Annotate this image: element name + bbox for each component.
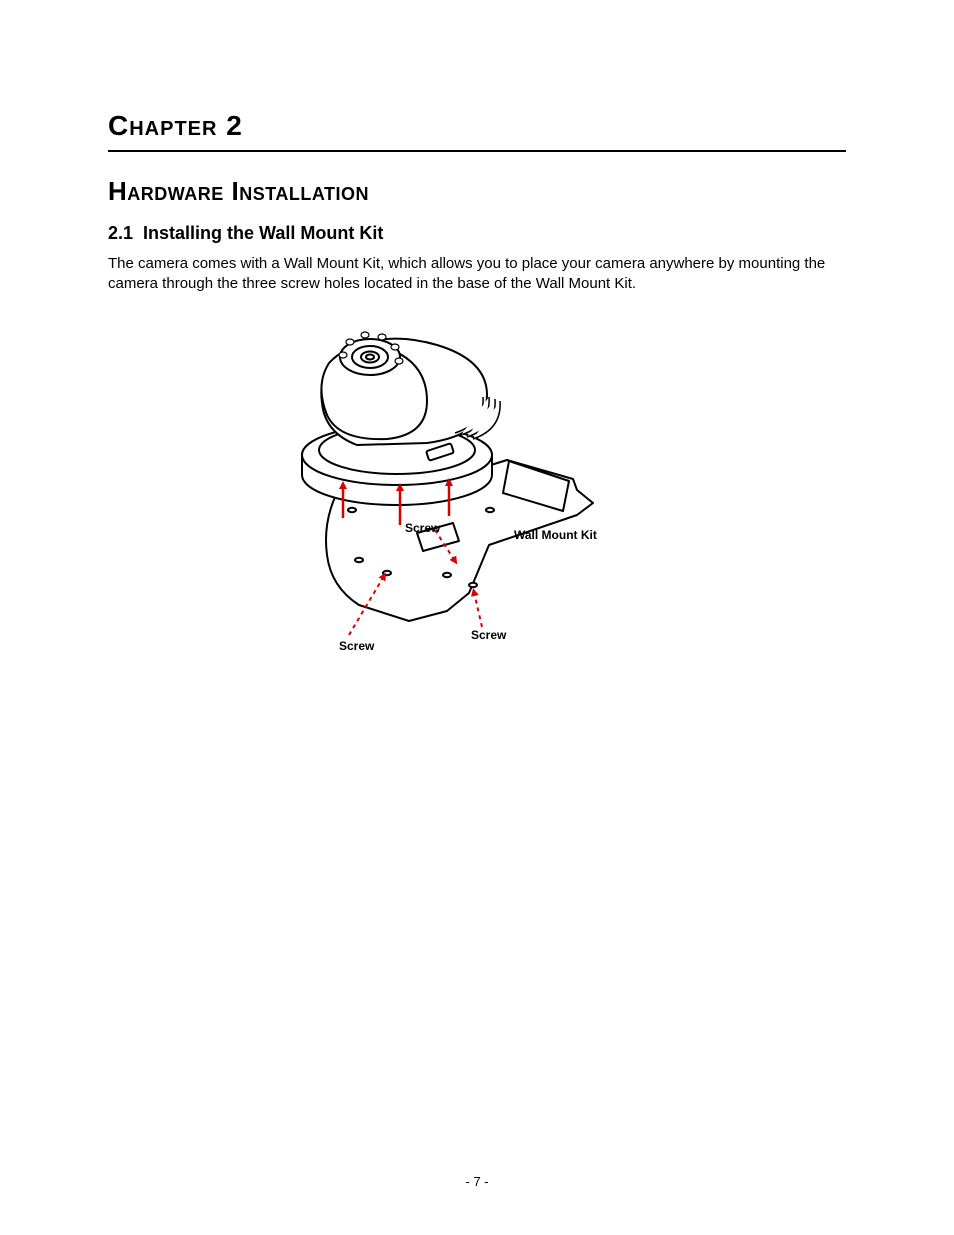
subsection-title: 2.1 Installing the Wall Mount Kit xyxy=(108,223,846,244)
subsection-heading: Installing the Wall Mount Kit xyxy=(143,223,383,243)
figure-label-screw-br: Screw xyxy=(471,628,506,642)
section-title: Hardware Installation xyxy=(108,176,846,207)
subsection-number: 2.1 xyxy=(108,223,133,243)
figure-label-screw-top: Screw xyxy=(405,521,440,535)
chapter-rule xyxy=(108,150,846,152)
chapter-title: Chapter 2 xyxy=(108,110,846,142)
figure-label-wall-mount-kit: Wall Mount Kit xyxy=(514,528,597,542)
body-paragraph: The camera comes with a Wall Mount Kit, … xyxy=(108,254,846,295)
wall-mount-figure: Screw Wall Mount Kit Screw Screw xyxy=(277,315,677,695)
figure-label-screw-bl: Screw xyxy=(339,639,374,653)
page-number: - 7 - xyxy=(0,1174,954,1189)
